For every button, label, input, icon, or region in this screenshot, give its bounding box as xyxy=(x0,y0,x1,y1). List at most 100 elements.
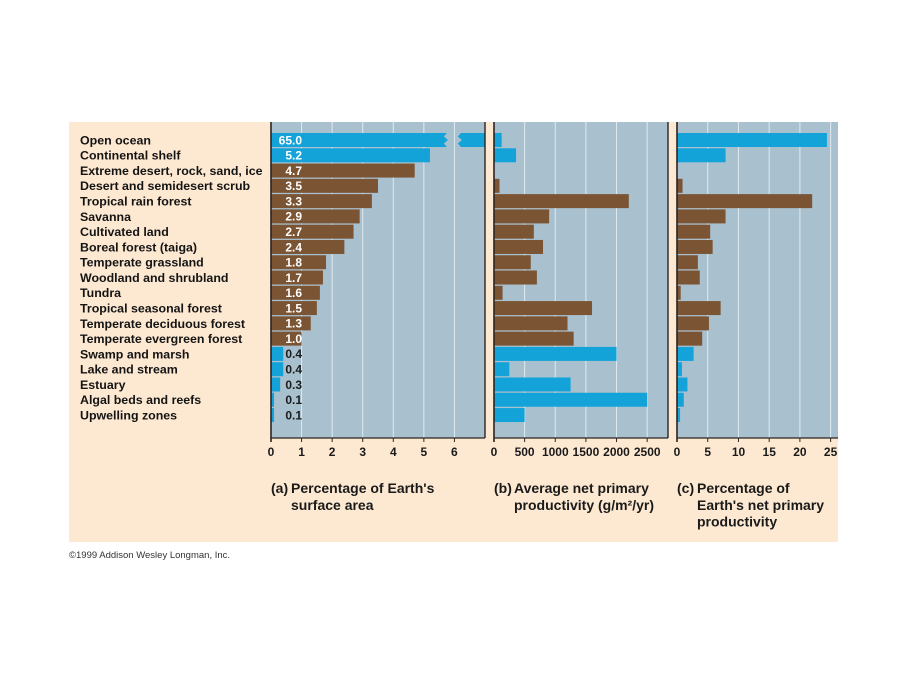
bar-cultivated-land xyxy=(677,224,711,239)
category-label-desert-and-semidesert-scrub: Desert and semidesert scrub xyxy=(80,179,251,193)
x-tick-label: 0 xyxy=(268,445,275,459)
bar-temperate-deciduous-forest xyxy=(677,316,709,331)
category-label-boreal-forest-taiga: Boreal forest (taiga) xyxy=(80,240,197,254)
value-label-desert-and-semidesert-scrub: 3.5 xyxy=(285,179,302,193)
bar-open-ocean xyxy=(677,133,827,147)
bar-estuary xyxy=(494,377,571,392)
category-label-savanna: Savanna xyxy=(80,210,131,224)
bar-lake-and-stream xyxy=(494,362,510,377)
value-label-savanna: 2.9 xyxy=(285,210,302,224)
value-label-tropical-seasonal-forest: 1.5 xyxy=(285,301,302,315)
panel-title-line: productivity (g/m²/yr) xyxy=(514,497,654,513)
bar-tropical-rain-forest xyxy=(271,194,372,209)
bar-algal-beds-and-reefs xyxy=(677,392,684,407)
copyright-notice: ©1999 Addison Wesley Longman, Inc. xyxy=(69,550,231,561)
bar-temperate-evergreen-forest xyxy=(677,331,703,346)
category-label-temperate-grassland: Temperate grassland xyxy=(80,256,204,270)
value-label-tundra: 1.6 xyxy=(285,286,302,300)
x-tick-label: 2500 xyxy=(634,445,661,459)
value-label-cultivated-land: 2.7 xyxy=(285,225,302,239)
category-label-temperate-deciduous-forest: Temperate deciduous forest xyxy=(80,317,245,331)
bar-algal-beds-and-reefs xyxy=(271,392,275,407)
bar-extreme-desert-rock-sand-ice xyxy=(271,163,415,178)
category-label-swamp-and-marsh: Swamp and marsh xyxy=(80,347,189,361)
category-label-algal-beds-and-reefs: Algal beds and reefs xyxy=(80,393,201,407)
panel-letter: (b) xyxy=(494,480,512,496)
bar-tundra xyxy=(494,285,503,300)
bar-estuary xyxy=(677,377,688,392)
bar-tropical-seasonal-forest xyxy=(271,301,317,316)
bar-estuary xyxy=(271,377,281,392)
panel-title-line: Earth's net primary xyxy=(697,497,824,513)
bar-cultivated-land xyxy=(494,224,534,239)
x-tick-label: 500 xyxy=(515,445,535,459)
bar-savanna xyxy=(494,209,550,224)
category-label-tropical-rain-forest: Tropical rain forest xyxy=(80,195,192,209)
bar-boreal-forest-taiga xyxy=(271,239,345,254)
value-label-woodland-and-shrubland: 1.7 xyxy=(285,271,302,285)
bar-lake-and-stream xyxy=(271,362,284,377)
x-tick-label: 20 xyxy=(793,445,807,459)
bar-desert-and-semidesert-scrub xyxy=(494,178,500,193)
x-tick-label: 0 xyxy=(674,445,681,459)
bar-boreal-forest-taiga xyxy=(677,239,713,254)
bar-temperate-deciduous-forest xyxy=(494,316,568,331)
value-label-algal-beds-and-reefs: 0.1 xyxy=(285,393,302,407)
panel-title-line: Percentage of xyxy=(697,480,790,496)
category-label-lake-and-stream: Lake and stream xyxy=(80,363,178,377)
bar-swamp-and-marsh xyxy=(677,346,694,361)
bar-upwelling-zones xyxy=(677,408,681,423)
x-tick-label: 2000 xyxy=(603,445,630,459)
bar-desert-and-semidesert-scrub xyxy=(271,178,378,193)
x-tick-label: 3 xyxy=(359,445,366,459)
x-tick-label: 5 xyxy=(704,445,711,459)
category-label-extreme-desert-rock-sand-ice: Extreme desert, rock, sand, ice xyxy=(80,164,263,178)
x-tick-label: 1500 xyxy=(573,445,600,459)
bar-temperate-grassland xyxy=(494,255,531,270)
bar-upwelling-zones xyxy=(494,408,525,423)
x-tick-label: 15 xyxy=(763,445,777,459)
bar-savanna xyxy=(271,209,360,224)
bar-swamp-and-marsh xyxy=(494,346,617,361)
category-label-open-ocean: Open ocean xyxy=(80,133,151,147)
bar-temperate-grassland xyxy=(271,255,327,270)
panel-a: 65.0 5.24.73.53.3 2.92.72.4 1.81.71.61.5 1.3… xyxy=(268,122,486,513)
panel-letter: (a) xyxy=(271,480,288,496)
x-tick-label: 10 xyxy=(732,445,746,459)
bar-tropical-seasonal-forest xyxy=(494,301,593,316)
bar-temperate-evergreen-forest xyxy=(271,331,302,346)
bar-continental-shelf xyxy=(494,148,517,163)
bar-algal-beds-and-reefs xyxy=(494,392,648,407)
axis-break-marker xyxy=(443,133,462,147)
bar-tropical-seasonal-forest xyxy=(677,301,721,316)
bar-savanna xyxy=(677,209,726,224)
panel-b: 0 500 1000 1500 2000 2500 (b) Average net prima… xyxy=(491,122,669,513)
panel-title-line: Average net primary xyxy=(514,480,649,496)
bar-desert-and-semidesert-scrub xyxy=(677,178,683,193)
value-label-lake-and-stream: 0.4 xyxy=(285,363,302,377)
bar-continental-shelf xyxy=(677,148,726,163)
bar-swamp-and-marsh xyxy=(271,346,284,361)
x-tick-label: 6 xyxy=(451,445,458,459)
value-label-continental-shelf: 5.2 xyxy=(285,149,302,163)
panel-letter: (c) xyxy=(677,480,694,496)
bar-tundra xyxy=(677,285,681,300)
bar-continental-shelf xyxy=(271,148,430,163)
value-label-boreal-forest-taiga: 2.4 xyxy=(285,240,302,254)
category-label-cultivated-land: Cultivated land xyxy=(80,225,169,239)
panel-title-line: Percentage of Earth's xyxy=(291,480,435,496)
bar-temperate-grassland xyxy=(677,255,698,270)
bar-woodland-and-shrubland xyxy=(677,270,700,285)
value-label-temperate-grassland: 1.8 xyxy=(285,256,302,270)
bar-woodland-and-shrubland xyxy=(494,270,537,285)
category-label-woodland-and-shrubland: Woodland and shrubland xyxy=(80,271,228,285)
bar-boreal-forest-taiga xyxy=(494,239,544,254)
bar-upwelling-zones xyxy=(271,408,275,423)
panel-title-line: surface area xyxy=(291,497,374,513)
category-label-tropical-seasonal-forest: Tropical seasonal forest xyxy=(80,302,222,316)
value-label-tropical-rain-forest: 3.3 xyxy=(285,194,302,208)
category-label-estuary: Estuary xyxy=(80,378,126,392)
